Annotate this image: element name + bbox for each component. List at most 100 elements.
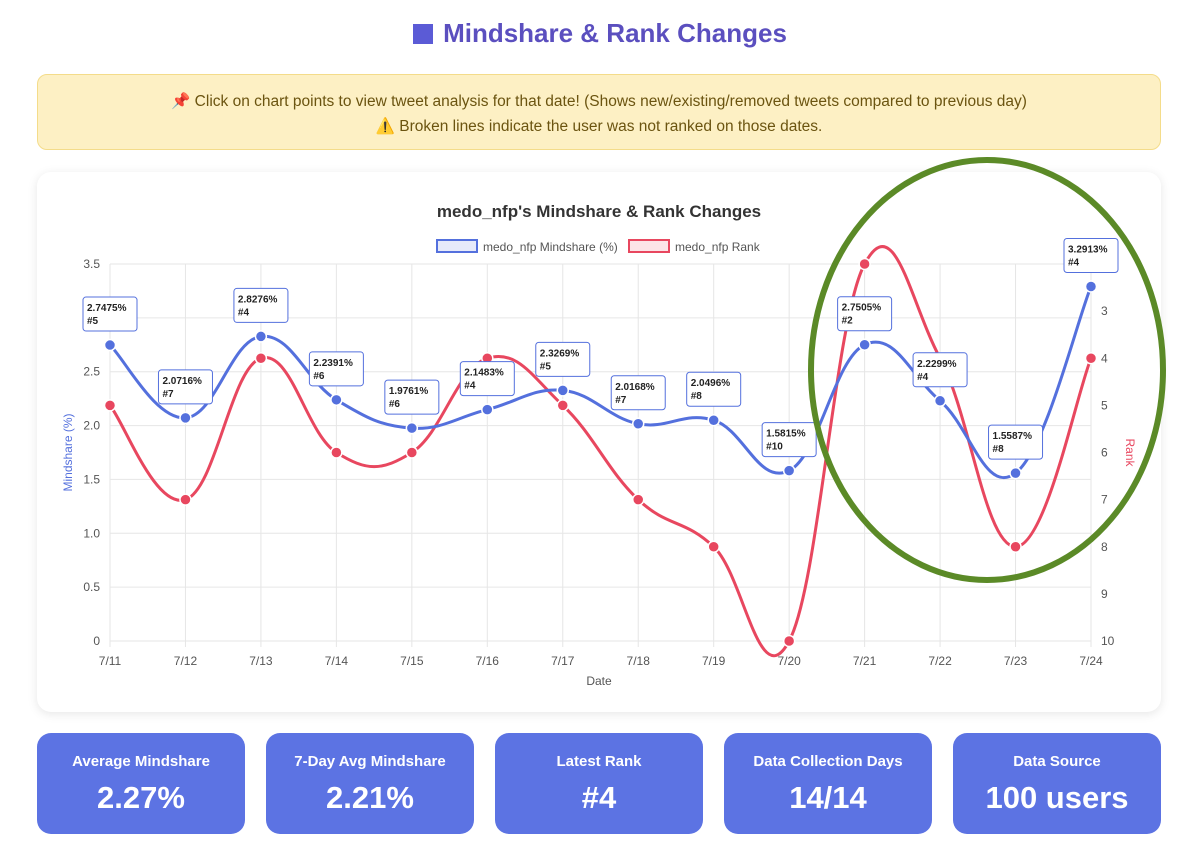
data-label-box — [535, 341, 591, 377]
x-tick-label: 7/17 — [551, 654, 575, 668]
stat-card-data-source: Data Source 100 users — [953, 733, 1161, 834]
x-tick-label: 7/11 — [99, 654, 122, 668]
data-label-box — [233, 287, 289, 323]
mindshare-rank-chart: medo_nfp's Mindshare & Rank Changes medo_… — [61, 202, 1137, 688]
stat-label: Data Source — [1013, 753, 1101, 770]
data-label-box — [308, 351, 364, 387]
x-tick-label: 7/24 — [1079, 654, 1103, 668]
rank-point[interactable] — [782, 634, 796, 648]
legend-label-mindshare: medo_nfp Mindshare (%) — [483, 240, 618, 254]
x-tick-label: 7/16 — [476, 654, 500, 668]
data-label-rank: #10 — [766, 442, 783, 453]
data-label-box — [610, 375, 666, 411]
data-label-rank: #6 — [389, 399, 401, 410]
rank-point[interactable] — [858, 257, 871, 271]
mindshare-point[interactable] — [254, 330, 268, 343]
mindshare-point[interactable] — [179, 411, 192, 425]
data-label-rank: #6 — [313, 371, 325, 382]
data-label-rank: #4 — [917, 372, 929, 383]
notice-line-1: 📌 Click on chart points to view tweet an… — [171, 93, 1027, 110]
x-axis-label: Date — [586, 674, 612, 688]
data-label-percent: 1.5815% — [766, 429, 806, 440]
stat-label: Latest Rank — [556, 753, 642, 770]
mindshare-point[interactable] — [933, 394, 947, 408]
chart-square-icon — [413, 24, 434, 44]
y-tick-label: 1.0 — [83, 526, 100, 540]
data-label-box — [82, 296, 138, 332]
y2-tick-label: 6 — [1101, 446, 1108, 460]
data-label-rank: #8 — [993, 444, 1005, 455]
x-tick-label: 7/19 — [702, 654, 726, 668]
rank-point[interactable] — [1009, 540, 1022, 553]
y2-tick-label: 10 — [1101, 634, 1115, 648]
data-label-percent: 2.2299% — [917, 359, 957, 370]
data-label-percent: 2.1483% — [464, 368, 504, 379]
data-label-rank: #7 — [162, 389, 174, 400]
data-label-percent: 2.7475% — [87, 303, 127, 314]
y-axis-label: Mindshare (%) — [61, 413, 75, 491]
data-label-percent: 3.2913% — [1068, 244, 1108, 255]
y2-tick-label: 8 — [1101, 540, 1108, 554]
y-tick-label: 2.5 — [83, 365, 100, 379]
y2-tick-label: 4 — [1101, 351, 1108, 365]
stat-value: 2.27% — [97, 780, 185, 815]
data-label-rank: #4 — [464, 381, 476, 392]
data-label-box — [686, 371, 742, 407]
mindshare-point[interactable] — [103, 338, 117, 352]
y2-tick-label: 3 — [1101, 304, 1108, 318]
y2-tick-label: 9 — [1101, 587, 1108, 601]
stat-card-data-collection-days: Data Collection Days 14/14 — [724, 733, 932, 834]
mindshare-point[interactable] — [1084, 280, 1098, 293]
data-label-percent: 2.3269% — [540, 348, 580, 359]
data-label-percent: 2.8276% — [238, 294, 278, 305]
mindshare-point[interactable] — [481, 403, 494, 416]
y-tick-label: 2.0 — [83, 419, 100, 433]
data-label-rank: #5 — [87, 316, 99, 327]
y-tick-label: 3.5 — [83, 257, 100, 271]
mindshare-point[interactable] — [405, 421, 419, 435]
rank-point[interactable] — [556, 399, 570, 412]
y2-tick-label: 7 — [1101, 493, 1108, 507]
x-tick-label: 7/15 — [400, 654, 424, 668]
data-label-rank: #2 — [842, 316, 854, 327]
stat-label: Data Collection Days — [753, 753, 903, 770]
rank-point[interactable] — [330, 446, 343, 459]
x-tick-label: 7/18 — [627, 654, 651, 668]
stat-card-latest-rank: Latest Rank #4 — [495, 733, 703, 834]
mindshare-point[interactable] — [707, 413, 720, 427]
stat-label: Average Mindshare — [72, 753, 210, 770]
stat-value: #4 — [581, 780, 617, 815]
rank-point[interactable] — [707, 540, 720, 553]
page-title-text: Mindshare & Rank Changes — [443, 18, 787, 48]
mindshare-point[interactable] — [631, 417, 645, 431]
rank-point[interactable] — [103, 399, 117, 412]
info-notice: 📌 Click on chart points to view tweet an… — [37, 74, 1161, 150]
data-label-rank: #5 — [540, 361, 552, 372]
data-label-percent: 1.9761% — [389, 386, 429, 397]
data-label-percent: 2.7505% — [842, 303, 882, 314]
mindshare-point[interactable] — [330, 393, 343, 407]
legend-swatch-mindshare — [436, 239, 478, 253]
mindshare-point[interactable] — [782, 464, 796, 477]
page-title: Mindshare & Rank Changes — [0, 18, 1200, 49]
data-label-percent: 2.0168% — [615, 382, 655, 393]
mindshare-point[interactable] — [858, 338, 871, 351]
chart-title: medo_nfp's Mindshare & Rank Changes — [437, 202, 761, 221]
rank-point[interactable] — [1084, 352, 1098, 365]
x-tick-label: 7/13 — [249, 654, 273, 668]
data-label-box — [384, 379, 440, 415]
data-label-box — [157, 369, 213, 405]
y2-tick-label: 5 — [1101, 398, 1108, 412]
x-tick-label: 7/22 — [928, 654, 952, 668]
data-label-rank: #7 — [615, 395, 627, 406]
stat-value: 100 users — [985, 780, 1129, 815]
mindshare-point[interactable] — [1009, 466, 1022, 480]
rank-point[interactable] — [631, 493, 645, 506]
y-tick-label: 1.5 — [83, 472, 100, 486]
y-tick-label: 0 — [93, 634, 100, 648]
rank-point[interactable] — [254, 352, 268, 365]
mindshare-point[interactable] — [556, 384, 570, 397]
rank-point[interactable] — [405, 446, 419, 459]
data-label-percent: 1.5587% — [993, 431, 1033, 442]
rank-point[interactable] — [179, 493, 192, 506]
